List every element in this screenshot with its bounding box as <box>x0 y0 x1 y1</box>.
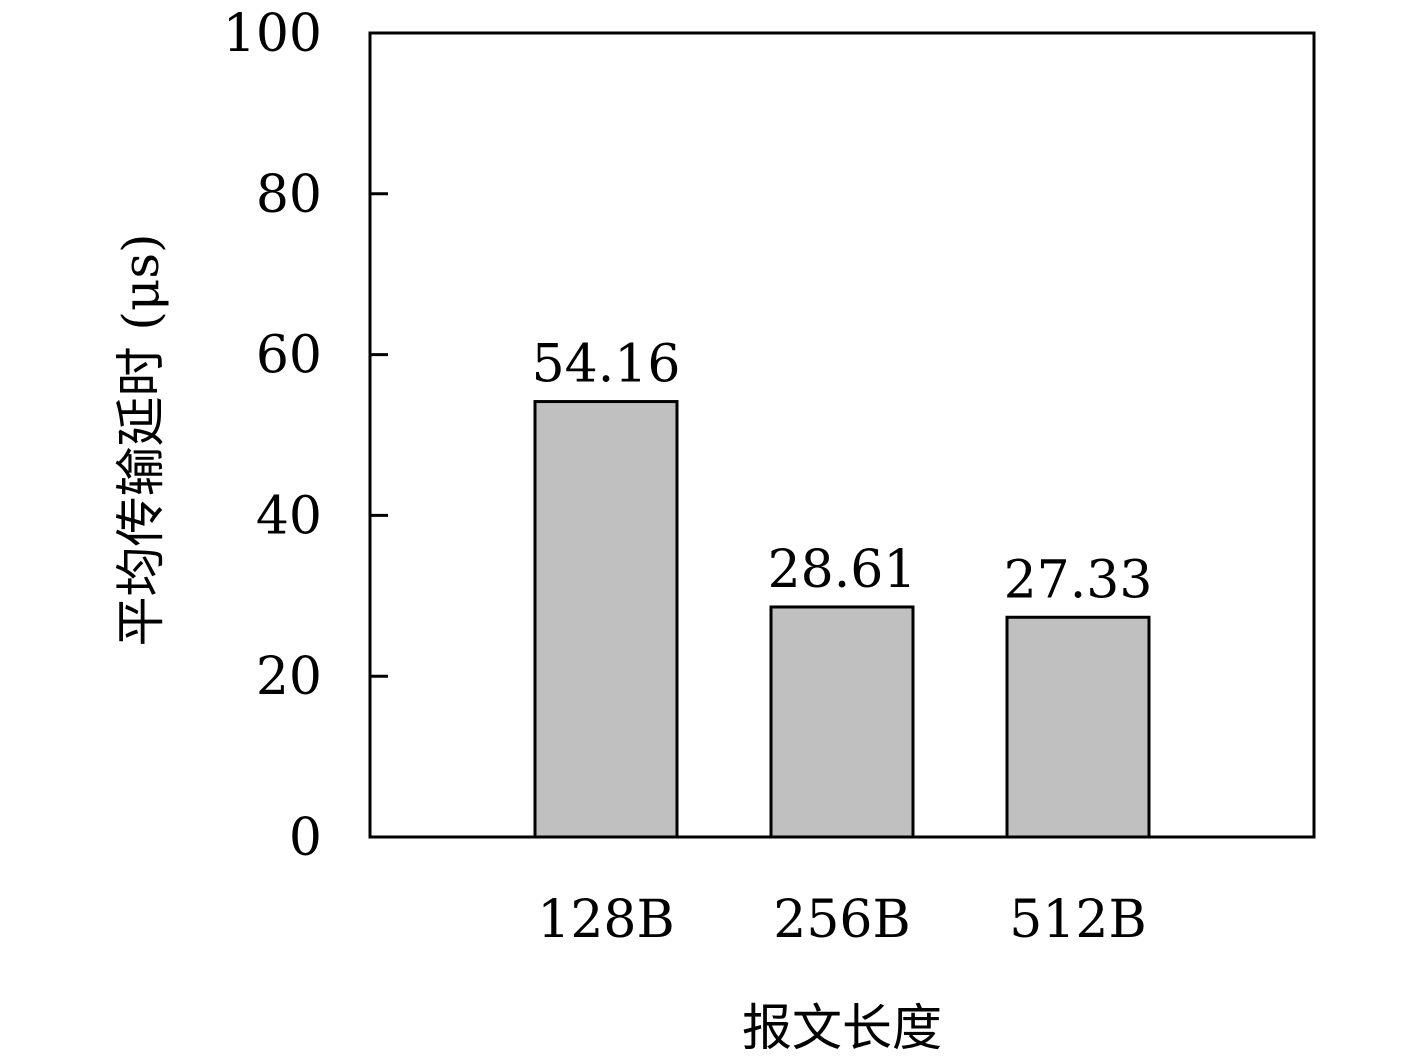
y-tick-label: 20 <box>256 647 322 707</box>
x-tick-label: 128B <box>537 890 674 950</box>
x-tick-label: 256B <box>773 890 910 950</box>
data-label: 27.33 <box>1004 550 1153 610</box>
y-tick-label: 60 <box>256 326 322 386</box>
y-axis-label: 平均传输延时 (μs) <box>112 233 170 646</box>
y-tick-label: 100 <box>223 4 322 64</box>
bar-256B <box>769 605 915 839</box>
x-tick-label: 512B <box>1009 890 1146 950</box>
bar-128B <box>533 400 679 839</box>
y-tick-label: 40 <box>256 486 322 546</box>
plot-frame <box>368 31 1316 839</box>
data-label: 54.16 <box>532 335 681 395</box>
y-tick-label: 0 <box>289 808 322 868</box>
y-tick-label: 80 <box>256 165 322 225</box>
data-label: 28.61 <box>768 540 917 600</box>
x-axis-label: 报文长度 <box>742 999 942 1057</box>
bar-512B <box>1005 615 1151 839</box>
